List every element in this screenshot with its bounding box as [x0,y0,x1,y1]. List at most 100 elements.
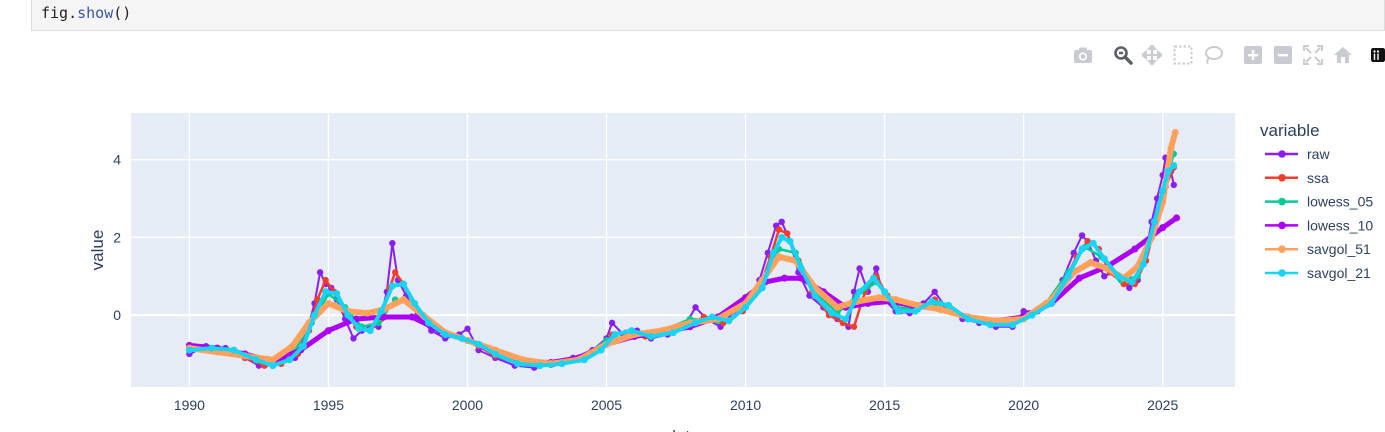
data-point[interactable] [475,340,483,348]
data-point[interactable] [324,327,332,335]
data-point[interactable] [1009,321,1017,329]
data-point[interactable] [778,218,785,226]
data-point[interactable] [311,311,319,319]
data-point[interactable] [1173,214,1181,222]
data-point[interactable] [536,362,544,370]
data-point[interactable] [936,305,944,313]
data-point[interactable] [1084,238,1091,245]
data-point[interactable] [458,334,466,342]
data-point[interactable] [597,346,605,354]
camera-icon[interactable] [1072,44,1094,66]
data-point[interactable] [1159,187,1167,195]
data-point[interactable] [380,313,388,321]
data-point[interactable] [881,288,889,296]
legend-item-ssa[interactable]: ssa [1265,170,1329,186]
data-point[interactable] [742,303,750,311]
data-point[interactable] [1164,167,1172,175]
series-savgol-21[interactable] [185,161,1178,370]
data-point[interactable] [1101,273,1108,280]
data-point[interactable] [355,325,363,333]
data-point[interactable] [856,265,863,272]
data-point[interactable] [314,296,321,303]
data-point[interactable] [928,297,936,305]
data-point[interactable] [408,313,416,321]
data-point[interactable] [786,237,794,245]
data-point[interactable] [299,342,307,350]
data-point[interactable] [911,307,919,315]
legend-item-raw[interactable]: raw [1265,146,1330,162]
data-point[interactable] [833,303,841,311]
data-point[interactable] [1089,239,1097,247]
data-point[interactable] [269,356,277,364]
legend-item-savgol-21[interactable]: savgol_21 [1265,265,1371,281]
data-point[interactable] [873,265,880,272]
data-point[interactable] [388,282,396,290]
data-point[interactable] [781,274,789,282]
data-point[interactable] [377,307,385,315]
data-point[interactable] [775,226,783,233]
data-point[interactable] [425,319,433,327]
data-point[interactable] [230,346,238,354]
data-point[interactable] [1078,232,1086,239]
zoom-out-icon[interactable] [1272,44,1294,66]
zoom-in-icon[interactable] [1242,44,1264,66]
data-point[interactable] [391,269,399,276]
data-point[interactable] [333,290,341,298]
data-point[interactable] [286,356,294,364]
data-point[interactable] [892,296,900,304]
data-point[interactable] [608,319,616,327]
data-point[interactable] [1075,274,1083,282]
data-point[interactable] [1131,245,1139,253]
data-point[interactable] [992,317,1000,325]
data-point[interactable] [778,233,786,241]
data-point[interactable] [1150,218,1158,226]
data-point[interactable] [464,325,471,332]
data-point[interactable] [869,274,877,282]
data-point[interactable] [558,360,566,368]
data-point[interactable] [856,288,864,296]
data-point[interactable] [628,327,636,335]
data-point[interactable] [322,276,329,284]
data-point[interactable] [411,299,419,307]
data-point[interactable] [322,288,330,296]
data-point[interactable] [784,230,791,237]
pan-icon[interactable] [1141,44,1163,66]
data-point[interactable] [842,315,850,323]
data-point[interactable] [1159,224,1167,232]
data-point[interactable] [288,342,296,350]
data-point[interactable] [708,313,716,321]
legend-item-lowess-05[interactable]: lowess_05 [1265,194,1373,210]
data-point[interactable] [1170,161,1178,169]
data-point[interactable] [1139,261,1147,269]
data-point[interactable] [252,356,260,364]
data-point[interactable] [316,269,324,276]
legend-item-lowess-10[interactable]: lowess_10 [1265,217,1373,233]
data-point[interactable] [769,249,777,257]
data-point[interactable] [1100,255,1108,263]
data-point[interactable] [692,304,699,311]
data-point[interactable] [1126,284,1133,292]
data-point[interactable] [797,274,805,282]
data-point[interactable] [1020,308,1027,315]
data-point[interactable] [441,331,449,339]
reset-axes-icon[interactable] [1332,44,1354,66]
data-point[interactable] [669,329,677,337]
line-chart[interactable]: 1990 1995 2000 2005 2010 2015 2020 2025 0 2 4 dat… [0,70,1385,432]
data-point[interactable] [269,362,277,370]
data-point[interactable] [350,335,357,342]
plotly-logo-icon[interactable] [1371,44,1385,66]
data-point[interactable] [931,288,938,295]
data-point[interactable] [185,346,193,354]
lasso-select-icon[interactable] [1202,44,1224,66]
data-point[interactable] [758,284,766,292]
data-point[interactable] [344,311,352,319]
data-point[interactable] [514,360,522,368]
data-point[interactable] [945,301,953,309]
data-point[interactable] [1086,259,1094,267]
data-point[interactable] [400,296,408,304]
data-point[interactable] [1078,245,1086,253]
data-point[interactable] [389,239,396,247]
data-point[interactable] [797,264,805,272]
legend-item-savgol-51[interactable]: savgol_51 [1265,241,1371,257]
data-point[interactable] [1170,181,1178,189]
